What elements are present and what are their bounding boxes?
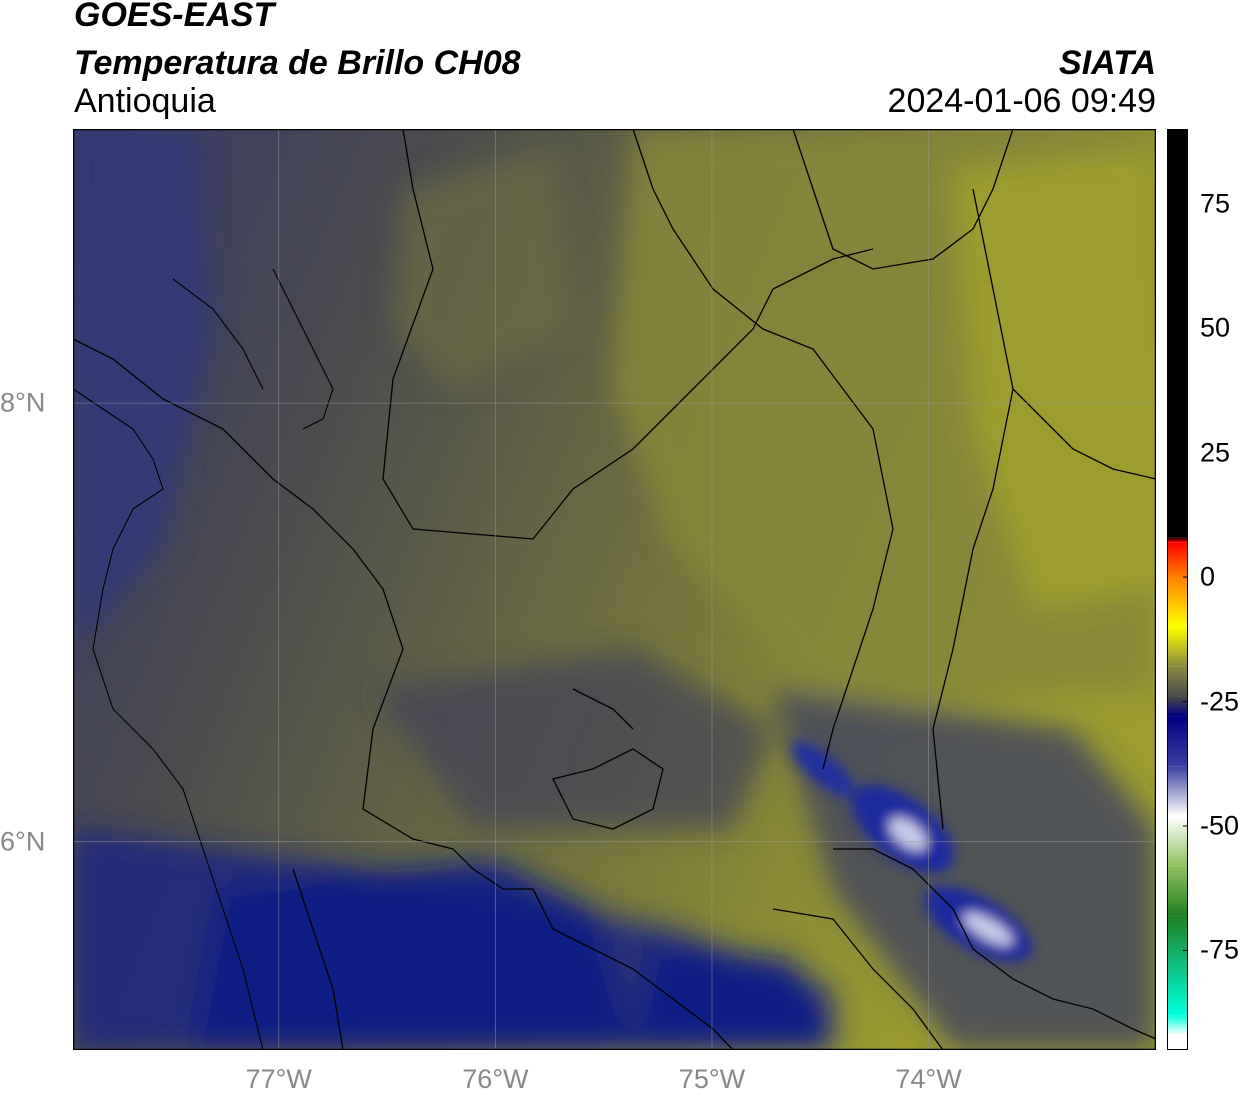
temperature-field: [73, 129, 1156, 1050]
colorbar-tick-label: -25: [1200, 686, 1240, 716]
coastline: [73, 268, 334, 1050]
colorbar-tick-label: 50: [1200, 312, 1231, 343]
colorbar: [1167, 129, 1188, 1050]
colorbar-tick-label: -50: [1200, 810, 1240, 841]
colorbar-tick-label: 0: [1200, 561, 1216, 592]
satellite-map: [73, 129, 1156, 1050]
colorbar-band: [1167, 542, 1188, 578]
colorbar-band: [1167, 577, 1188, 627]
lon-tick-label: 74°W: [895, 1064, 962, 1094]
colorbar-band: [1167, 915, 1188, 1016]
colorbar-band: [1167, 1035, 1188, 1050]
colorbar-band: [1167, 129, 1188, 538]
lat-tick-label: 8°N: [0, 387, 46, 418]
colorbar-band: [1167, 865, 1188, 916]
colorbar-band: [1167, 816, 1188, 866]
graticule: [73, 129, 1156, 1050]
lon-tick-label: 75°W: [678, 1064, 746, 1094]
colorbar-band: [1167, 1015, 1188, 1036]
lon-tick-label: 77°W: [245, 1064, 312, 1094]
timestamp-label: 2024-01-06 09:49: [887, 82, 1156, 120]
title-product: Temperatura de Brillo CH08: [74, 44, 521, 82]
organization-label: SIATA: [1059, 44, 1156, 82]
colorbar-band: [1167, 537, 1188, 543]
colorbar-band: [1167, 626, 1188, 667]
lon-tick-label: 76°W: [462, 1064, 529, 1094]
title-satellite: GOES-EAST: [74, 0, 275, 34]
lat-tick-label: 6°N: [0, 826, 46, 857]
colorbar-tick-label: -75: [1200, 934, 1240, 965]
colorbar-band: [1167, 696, 1188, 717]
colorbar-band: [1167, 666, 1188, 697]
map-border: [73, 129, 1156, 1050]
colorbar-tick-label: 75: [1200, 188, 1231, 219]
colorbar-band: [1167, 766, 1188, 817]
region-label: Antioquia: [74, 82, 216, 120]
colorbar-band: [1167, 716, 1188, 767]
colorbar-tick-label: 25: [1200, 437, 1231, 468]
department-borders: [73, 129, 1156, 1050]
